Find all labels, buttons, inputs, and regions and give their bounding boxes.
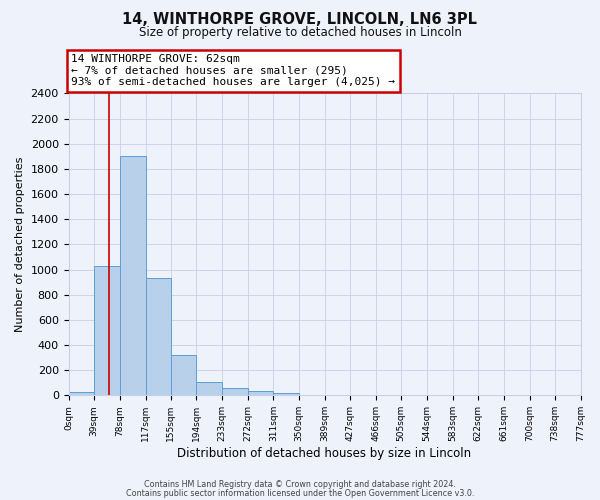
Bar [222, 388, 248, 396]
X-axis label: Distribution of detached houses by size in Lincoln: Distribution of detached houses by size … [178, 447, 472, 460]
Bar [120, 156, 146, 396]
Text: Size of property relative to detached houses in Lincoln: Size of property relative to detached ho… [139, 26, 461, 39]
Bar [248, 391, 274, 396]
Text: Contains HM Land Registry data © Crown copyright and database right 2024.: Contains HM Land Registry data © Crown c… [144, 480, 456, 489]
Bar [94, 266, 120, 396]
Text: 14, WINTHORPE GROVE, LINCOLN, LN6 3PL: 14, WINTHORPE GROVE, LINCOLN, LN6 3PL [122, 12, 478, 28]
Y-axis label: Number of detached properties: Number of detached properties [15, 156, 25, 332]
Bar [274, 393, 299, 396]
Text: 14 WINTHORPE GROVE: 62sqm
← 7% of detached houses are smaller (295)
93% of semi-: 14 WINTHORPE GROVE: 62sqm ← 7% of detach… [71, 54, 395, 88]
Bar [146, 278, 170, 396]
Text: Contains public sector information licensed under the Open Government Licence v3: Contains public sector information licen… [126, 488, 474, 498]
Bar [68, 392, 94, 396]
Bar [170, 355, 196, 396]
Bar [196, 382, 222, 396]
